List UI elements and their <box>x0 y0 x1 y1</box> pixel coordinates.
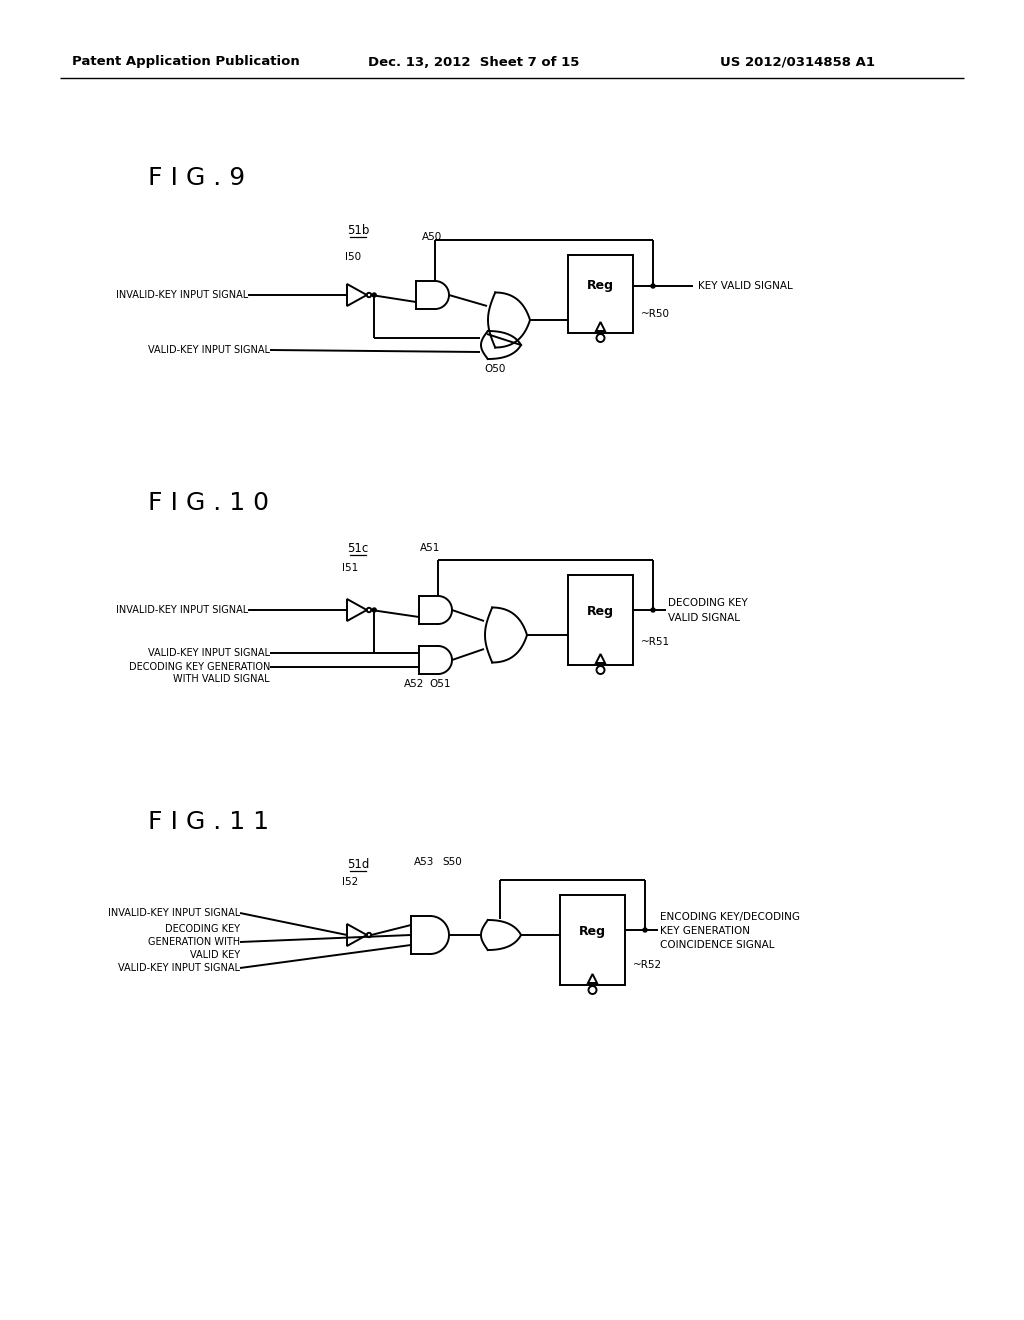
Text: F I G . 1 0: F I G . 1 0 <box>148 491 269 515</box>
Text: VALID-KEY INPUT SIGNAL: VALID-KEY INPUT SIGNAL <box>148 648 270 657</box>
Text: US 2012/0314858 A1: US 2012/0314858 A1 <box>720 55 874 69</box>
Circle shape <box>597 667 604 675</box>
Polygon shape <box>596 653 605 663</box>
Polygon shape <box>347 284 367 306</box>
Text: I51: I51 <box>342 564 358 573</box>
Text: KEY VALID SIGNAL: KEY VALID SIGNAL <box>698 281 793 290</box>
Text: INVALID-KEY INPUT SIGNAL: INVALID-KEY INPUT SIGNAL <box>108 908 240 917</box>
Text: I50: I50 <box>345 252 361 261</box>
Text: Reg: Reg <box>587 280 614 293</box>
Circle shape <box>367 933 372 937</box>
Text: ENCODING KEY/DECODING: ENCODING KEY/DECODING <box>660 912 800 921</box>
Text: 51d: 51d <box>347 858 370 870</box>
Text: Patent Application Publication: Patent Application Publication <box>72 55 300 69</box>
Text: WITH VALID SIGNAL: WITH VALID SIGNAL <box>173 675 270 684</box>
Polygon shape <box>588 974 597 983</box>
Text: DECODING KEY GENERATION: DECODING KEY GENERATION <box>129 663 270 672</box>
Text: Reg: Reg <box>587 606 614 619</box>
Circle shape <box>643 928 647 932</box>
Text: S50: S50 <box>442 857 462 867</box>
Text: 51c: 51c <box>347 541 369 554</box>
Circle shape <box>372 609 376 612</box>
Text: DECODING KEY: DECODING KEY <box>668 598 748 609</box>
Polygon shape <box>347 599 367 620</box>
Text: COINCIDENCE SIGNAL: COINCIDENCE SIGNAL <box>660 940 774 950</box>
Text: I52: I52 <box>342 876 358 887</box>
Text: F I G . 1 1: F I G . 1 1 <box>148 810 269 834</box>
Text: A52: A52 <box>403 678 424 689</box>
Text: O50: O50 <box>484 364 506 374</box>
Text: F I G . 9: F I G . 9 <box>148 166 245 190</box>
Text: A50: A50 <box>422 232 442 242</box>
Text: VALID KEY: VALID KEY <box>189 950 240 960</box>
Text: DECODING KEY: DECODING KEY <box>165 924 240 935</box>
Bar <box>560 895 625 985</box>
Polygon shape <box>347 924 367 946</box>
Text: VALID-KEY INPUT SIGNAL: VALID-KEY INPUT SIGNAL <box>118 964 240 973</box>
Bar <box>568 255 633 333</box>
Text: Dec. 13, 2012  Sheet 7 of 15: Dec. 13, 2012 Sheet 7 of 15 <box>368 55 580 69</box>
Text: Reg: Reg <box>579 925 606 939</box>
Text: INVALID-KEY INPUT SIGNAL: INVALID-KEY INPUT SIGNAL <box>116 290 248 300</box>
Text: ~R51: ~R51 <box>641 638 670 647</box>
Bar <box>568 576 633 665</box>
Text: INVALID-KEY INPUT SIGNAL: INVALID-KEY INPUT SIGNAL <box>116 605 248 615</box>
Text: A51: A51 <box>420 543 440 553</box>
Text: O51: O51 <box>429 678 451 689</box>
Circle shape <box>367 607 372 612</box>
Text: 51b: 51b <box>347 223 370 236</box>
Text: VALID-KEY INPUT SIGNAL: VALID-KEY INPUT SIGNAL <box>148 345 270 355</box>
Circle shape <box>589 986 597 994</box>
Circle shape <box>651 284 655 288</box>
Circle shape <box>597 334 604 342</box>
Text: A53: A53 <box>414 857 434 867</box>
Text: ~R50: ~R50 <box>641 309 670 319</box>
Text: ~R52: ~R52 <box>633 960 663 970</box>
Circle shape <box>367 293 372 297</box>
Polygon shape <box>596 322 605 331</box>
Text: VALID SIGNAL: VALID SIGNAL <box>668 612 740 623</box>
Circle shape <box>651 609 655 612</box>
Circle shape <box>372 293 376 297</box>
Text: KEY GENERATION: KEY GENERATION <box>660 927 750 936</box>
Text: GENERATION WITH: GENERATION WITH <box>147 937 240 946</box>
